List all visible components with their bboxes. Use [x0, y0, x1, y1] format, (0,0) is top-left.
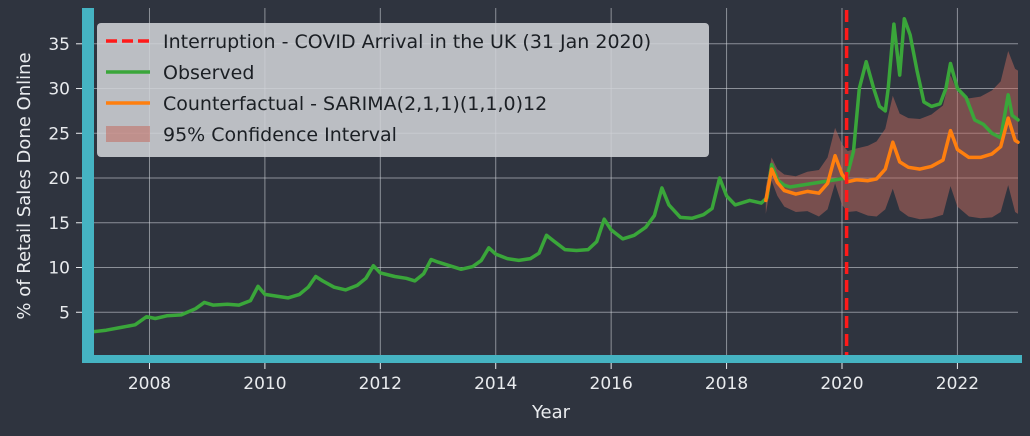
x-axis-label: Year [531, 402, 571, 423]
x-tick-label: 2012 [359, 374, 402, 394]
y-tick-label: 25 [48, 124, 70, 144]
y-tick-label: 5 [59, 303, 70, 323]
x-tick-label: 2022 [936, 374, 979, 394]
y-tick-label: 10 [48, 259, 70, 279]
legend-box [97, 23, 709, 157]
x-tick-label: 2010 [243, 374, 286, 394]
y-tick-label: 20 [48, 169, 70, 189]
observed-series-line [90, 16, 1020, 334]
counterfactual-series-line [764, 116, 1020, 203]
y-tick-label: 15 [48, 214, 70, 234]
y-tick-label: 30 [48, 80, 70, 100]
series-lines [90, 16, 1020, 334]
x-tick-label: 2018 [705, 374, 748, 394]
x-axis-spine [82, 355, 1022, 363]
legend-swatch-confidence-interval [106, 126, 150, 142]
y-axis-spine [82, 8, 94, 362]
legend-label: Interruption - COVID Arrival in the UK (… [163, 31, 651, 53]
y-axis-label: % of Retail Sales Done Online [14, 52, 35, 319]
x-tick-label: 2020 [820, 374, 863, 394]
legend-label: Observed [163, 62, 254, 84]
legend: Interruption - COVID Arrival in the UK (… [97, 23, 709, 157]
axis-ticks: 2008 2010 2012 2014 2016 2018 2020 2022 5 10 15 20 2… [48, 35, 979, 394]
y-tick-label: 35 [48, 35, 70, 55]
x-tick-label: 2008 [128, 374, 171, 394]
legend-label: 95% Confidence Interval [163, 124, 397, 146]
x-tick-label: 2016 [590, 374, 633, 394]
x-tick-label: 2014 [474, 374, 517, 394]
legend-label: Counterfactual - SARIMA(2,1,1)(1,1,0)12 [163, 93, 547, 115]
